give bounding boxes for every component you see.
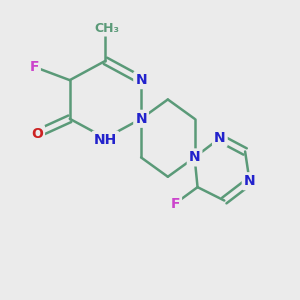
Text: F: F — [29, 60, 39, 74]
Text: N: N — [214, 131, 226, 145]
Text: N: N — [189, 150, 200, 164]
Text: NH: NH — [94, 133, 117, 147]
Text: N: N — [135, 112, 147, 126]
Text: CH₃: CH₃ — [94, 22, 119, 34]
Text: N: N — [244, 174, 255, 188]
Text: F: F — [170, 196, 180, 211]
Text: N: N — [135, 73, 147, 87]
Text: O: O — [31, 127, 43, 141]
